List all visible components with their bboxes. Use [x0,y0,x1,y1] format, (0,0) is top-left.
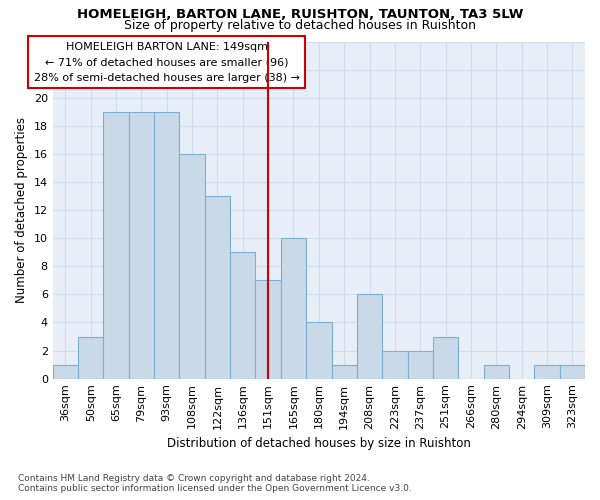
Bar [78,336,103,378]
Bar [433,336,458,378]
Text: HOMELEIGH, BARTON LANE, RUISHTON, TAUNTON, TA3 5LW: HOMELEIGH, BARTON LANE, RUISHTON, TAUNTO… [77,8,523,20]
Bar [179,154,205,378]
Text: HOMELEIGH BARTON LANE: 149sqm
← 71% of detached houses are smaller (96)
28% of s: HOMELEIGH BARTON LANE: 149sqm ← 71% of d… [34,42,300,82]
Bar [332,364,357,378]
Bar [407,350,433,378]
Text: Contains public sector information licensed under the Open Government Licence v3: Contains public sector information licen… [18,484,412,493]
Bar [535,364,560,378]
Bar [357,294,382,378]
Bar [560,364,585,378]
Bar [281,238,306,378]
Text: Contains HM Land Registry data © Crown copyright and database right 2024.: Contains HM Land Registry data © Crown c… [18,474,370,483]
X-axis label: Distribution of detached houses by size in Ruishton: Distribution of detached houses by size … [167,437,471,450]
Text: Size of property relative to detached houses in Ruishton: Size of property relative to detached ho… [124,19,476,32]
Bar [129,112,154,378]
Y-axis label: Number of detached properties: Number of detached properties [15,117,28,303]
Bar [484,364,509,378]
Bar [230,252,256,378]
Bar [205,196,230,378]
Bar [256,280,281,378]
Bar [382,350,407,378]
Bar [154,112,179,378]
Bar [103,112,129,378]
Bar [53,364,78,378]
Bar [306,322,332,378]
